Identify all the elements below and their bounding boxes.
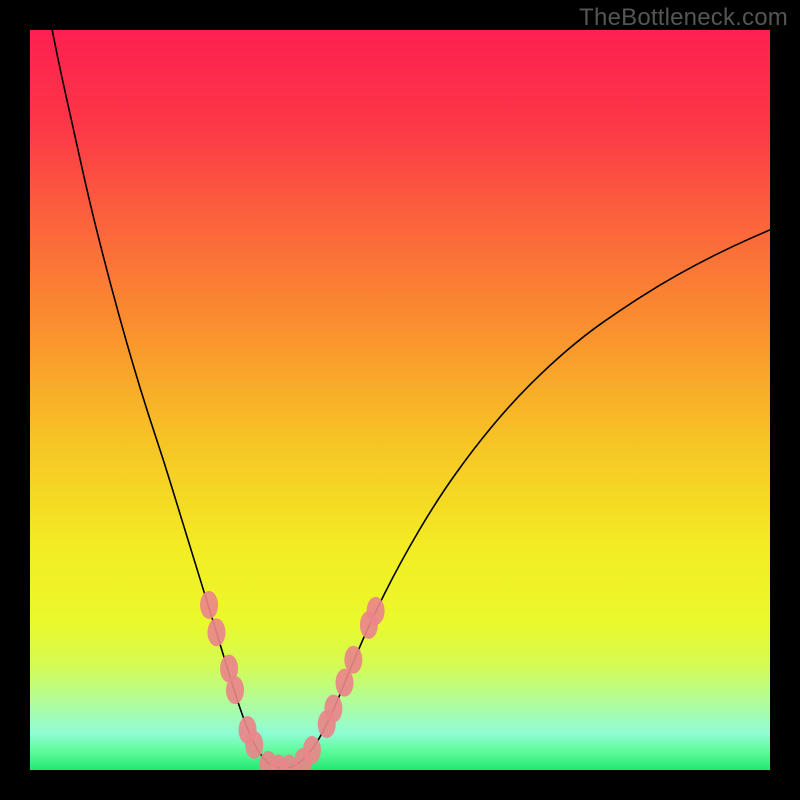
data-marker [303,736,321,764]
data-marker [207,618,225,646]
data-marker [245,731,263,759]
chart-svg [0,0,800,800]
watermark-text: TheBottleneck.com [579,4,788,32]
data-marker [367,597,385,625]
data-marker [324,695,342,723]
data-marker [226,676,244,704]
chart-root: TheBottleneck.com [0,0,800,800]
data-marker [200,591,218,619]
data-marker [344,646,362,674]
plot-background [30,30,770,770]
